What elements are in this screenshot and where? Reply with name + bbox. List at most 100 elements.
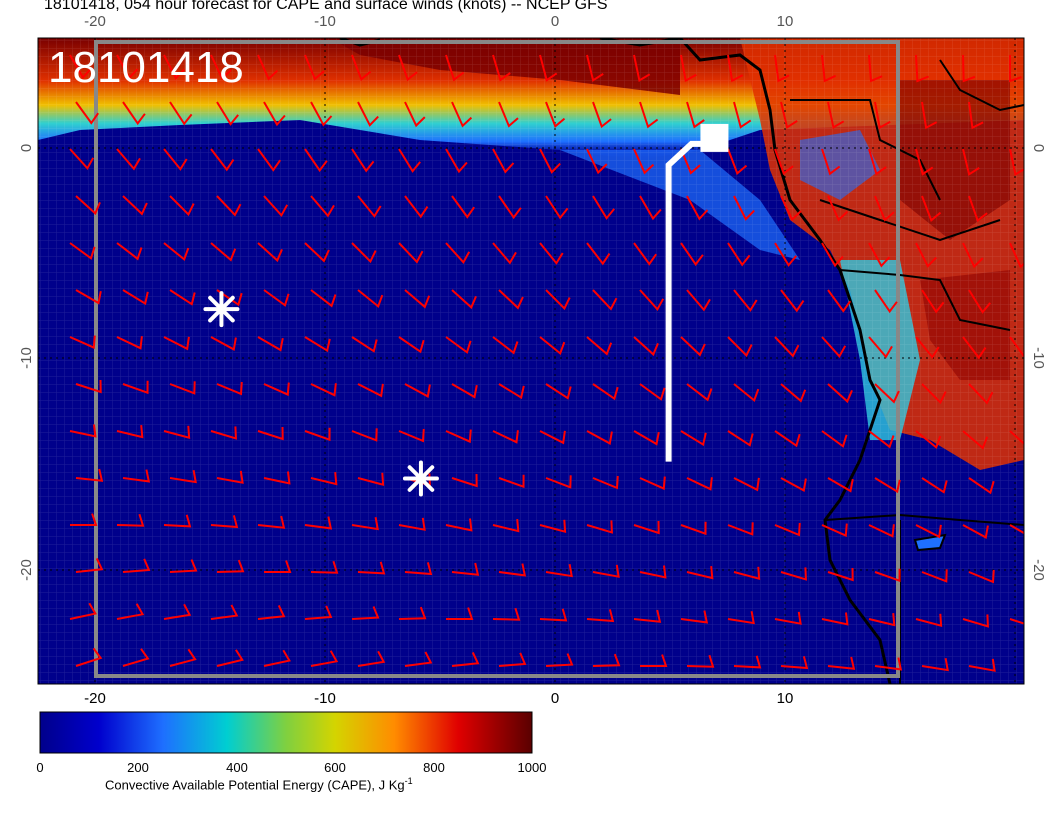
wind-barb <box>351 54 372 81</box>
wind-barb <box>592 653 621 667</box>
wind-barb <box>404 289 431 309</box>
wind-barb <box>75 195 101 216</box>
wind-barb <box>398 428 425 443</box>
wind-barb <box>492 54 511 82</box>
wind-barb <box>304 427 331 442</box>
wind-barb <box>539 242 564 265</box>
wind-barb <box>680 430 707 447</box>
wind-barb <box>780 477 807 492</box>
y-left-ticks: 0 -10 -20 <box>18 144 35 581</box>
wind-barb <box>492 242 517 265</box>
wind-barb <box>727 54 744 83</box>
wind-barb <box>686 654 715 668</box>
wind-barb <box>351 428 378 442</box>
wind-barb <box>774 430 801 448</box>
wind-barb <box>263 289 290 307</box>
wind-barb <box>498 652 527 667</box>
wind-barb <box>686 289 711 312</box>
wind-barb <box>586 336 613 356</box>
wind-barb <box>116 336 143 350</box>
y-right-ticks: 0 -10 -20 <box>1030 144 1047 581</box>
wind-barb <box>304 242 330 263</box>
flight-track-end-square <box>700 123 729 152</box>
wind-barb <box>69 602 97 620</box>
x-top-tick: -10 <box>314 13 336 30</box>
wind-barb <box>257 242 283 263</box>
asterisk-marker <box>203 291 240 328</box>
wind-barb <box>686 477 713 491</box>
wind-barb <box>545 383 572 400</box>
wind-barb <box>633 148 655 175</box>
wind-barb <box>1009 336 1024 358</box>
wind-barb <box>445 518 473 532</box>
wind-barb <box>492 336 519 355</box>
wind-barb <box>304 336 331 353</box>
wind-barb <box>921 383 947 405</box>
wind-barb <box>592 101 612 129</box>
x-bottom-ticks: -20 -10 0 10 <box>84 690 793 707</box>
wind-barb <box>733 477 760 492</box>
colorbar-tick: 1000 <box>517 760 547 775</box>
colorbar-label-text: Convective Available Potential Energy (C… <box>105 777 405 793</box>
wind-barb <box>921 101 938 130</box>
wind-barb <box>498 101 519 128</box>
wind-barb <box>962 54 976 83</box>
wind-barb <box>639 195 662 221</box>
wind-barb <box>727 430 754 447</box>
wind-barb <box>398 517 426 531</box>
wind-barb <box>639 476 666 491</box>
wind-barb <box>451 101 473 128</box>
wind-barb <box>680 148 701 175</box>
wind-barb <box>639 565 667 579</box>
wind-barb <box>445 336 472 354</box>
wind-barb <box>216 649 244 667</box>
wind-barb <box>915 430 942 450</box>
wind-barb <box>169 101 193 126</box>
wind-barb <box>398 148 421 173</box>
wind-barb <box>216 381 243 396</box>
wind-barb <box>868 148 887 176</box>
wind-barb <box>451 195 476 219</box>
wind-barb <box>310 195 335 218</box>
wind-barb <box>680 336 706 357</box>
wind-barb <box>592 564 620 578</box>
x-top-tick: 0 <box>551 13 559 30</box>
wind-barb <box>962 148 980 176</box>
wind-barb <box>545 653 574 667</box>
wind-barb <box>492 430 519 444</box>
wind-barb <box>780 289 805 313</box>
colorbar-tick: 400 <box>226 760 248 775</box>
wind-barb <box>351 336 378 353</box>
wind-barb <box>545 564 573 578</box>
wind-barb <box>962 524 989 539</box>
wind-barb <box>163 242 190 262</box>
wind-barb <box>163 336 190 351</box>
wind-barb <box>69 148 95 171</box>
x-bottom-tick: -10 <box>314 690 336 707</box>
wind-barb <box>263 195 289 218</box>
wind-barb <box>210 54 232 81</box>
y-right-tick: -10 <box>1030 347 1047 369</box>
wind-barb <box>116 513 145 527</box>
wind-barb <box>169 648 197 667</box>
wind-barb <box>122 195 148 216</box>
wind-barb <box>263 471 291 485</box>
wind-barb <box>680 242 704 267</box>
wind-barb <box>821 336 847 359</box>
wind-barb <box>116 603 145 620</box>
wind-barb <box>357 101 379 127</box>
wind-barb <box>827 477 854 493</box>
wind-barb <box>398 54 418 82</box>
wind-barb <box>968 383 994 405</box>
wind-barb <box>727 148 748 175</box>
wind-barb <box>686 383 713 402</box>
wind-barb <box>915 54 929 83</box>
wind-barb <box>116 425 144 439</box>
wind-barb <box>821 612 849 626</box>
wind-barb <box>868 336 893 359</box>
wind-barb <box>492 148 515 174</box>
wind-barb <box>404 562 433 576</box>
wind-barb <box>398 242 424 264</box>
wind-barb <box>216 559 245 573</box>
